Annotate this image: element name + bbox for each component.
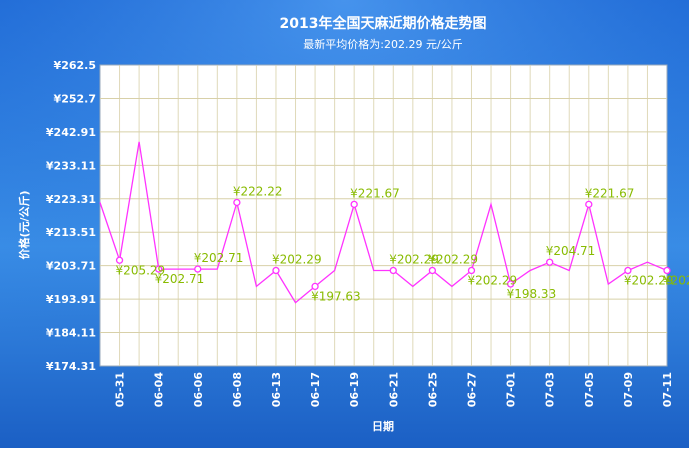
chart-title: 2013年全国天麻近期价格走势图 — [280, 15, 487, 32]
x-tick-label: 06-17 — [309, 372, 322, 407]
data-point — [624, 266, 632, 275]
data-point — [663, 266, 671, 275]
y-tick-label: ¥233.11 — [46, 159, 96, 172]
x-tick-label: 07-01 — [505, 372, 518, 407]
y-tick-label: ¥184.11 — [46, 327, 96, 340]
y-tick-label: ¥193.91 — [46, 293, 96, 306]
data-point — [155, 265, 163, 273]
point-value-label: ¥202.71 — [194, 251, 244, 265]
data-point — [350, 200, 358, 209]
point-value-label: ¥202.71 — [155, 272, 205, 286]
x-tick-label: 07-03 — [544, 372, 557, 407]
x-axis-label: 日期 — [372, 419, 394, 433]
point-value-label: ¥198.33 — [507, 287, 557, 301]
y-tick-label: ¥242.91 — [46, 126, 96, 139]
point-value-label: ¥202.29 — [624, 274, 674, 288]
data-point — [585, 200, 593, 209]
point-value-label: ¥202.29 — [272, 253, 322, 267]
x-tick-label: 06-21 — [387, 372, 400, 407]
point-value-label: ¥202.29 — [663, 274, 689, 288]
price-series — [99, 141, 671, 304]
x-tick-label: 06-19 — [348, 372, 361, 407]
x-axis-ticks: 05-31 06-04 06-06 06-08 06-13 06-17 06-19 06-21… — [114, 372, 674, 408]
grid-lines — [100, 65, 667, 366]
y-tick-label: ¥174.31 — [46, 360, 96, 373]
x-tick-label: 06-08 — [231, 372, 244, 407]
point-value-label: ¥202.29 — [467, 274, 517, 288]
x-tick-label: 05-31 — [114, 372, 127, 407]
point-value-label: ¥202.29 — [428, 253, 478, 267]
point-value-label: ¥205.29 — [116, 263, 166, 277]
data-point — [428, 266, 437, 275]
y-tick-label: ¥223.31 — [46, 193, 96, 206]
point-value-label: ¥197.63 — [311, 289, 361, 303]
point-value-label: ¥221.67 — [585, 186, 635, 200]
point-value-label: ¥221.67 — [350, 186, 400, 200]
data-point — [233, 198, 241, 207]
x-tick-label: 06-27 — [465, 372, 478, 407]
y-tick-label: ¥252.7 — [54, 92, 96, 105]
x-tick-label: 06-25 — [426, 372, 439, 407]
point-value-label: ¥202.29 — [389, 253, 439, 267]
x-tick-label: 07-11 — [661, 372, 674, 407]
data-point — [546, 258, 554, 266]
y-tick-label: ¥203.71 — [46, 260, 96, 273]
y-axis-ticks: ¥174.31 ¥184.11 ¥193.91 ¥203.71 ¥213.51 ¥223.… — [46, 59, 96, 373]
point-value-label: ¥222.22 — [233, 184, 283, 198]
x-tick-label: 06-13 — [270, 372, 283, 407]
x-tick-label: 07-09 — [622, 372, 635, 407]
data-point — [194, 265, 202, 273]
point-value-label: ¥204.71 — [546, 244, 596, 258]
data-point — [272, 266, 280, 275]
chart-subtitle: 最新平均价格为:202.29 元/公斤 — [303, 37, 462, 51]
y-tick-label: ¥213.51 — [46, 226, 96, 239]
data-point — [467, 266, 476, 275]
point-labels: ¥205.29¥202.71¥202.71¥222.22¥202.29¥197.… — [116, 184, 689, 303]
data-point — [506, 280, 515, 288]
plot-area — [99, 64, 668, 367]
data-point — [115, 256, 124, 264]
x-tick-label: 06-06 — [192, 372, 205, 408]
data-point — [311, 282, 319, 291]
x-tick-label: 07-05 — [583, 372, 596, 407]
y-axis-label: 价格(元/公斤) — [17, 190, 31, 259]
y-tick-label: ¥262.5 — [54, 59, 96, 72]
x-tick-label: 06-04 — [153, 372, 166, 408]
data-point — [389, 266, 397, 275]
